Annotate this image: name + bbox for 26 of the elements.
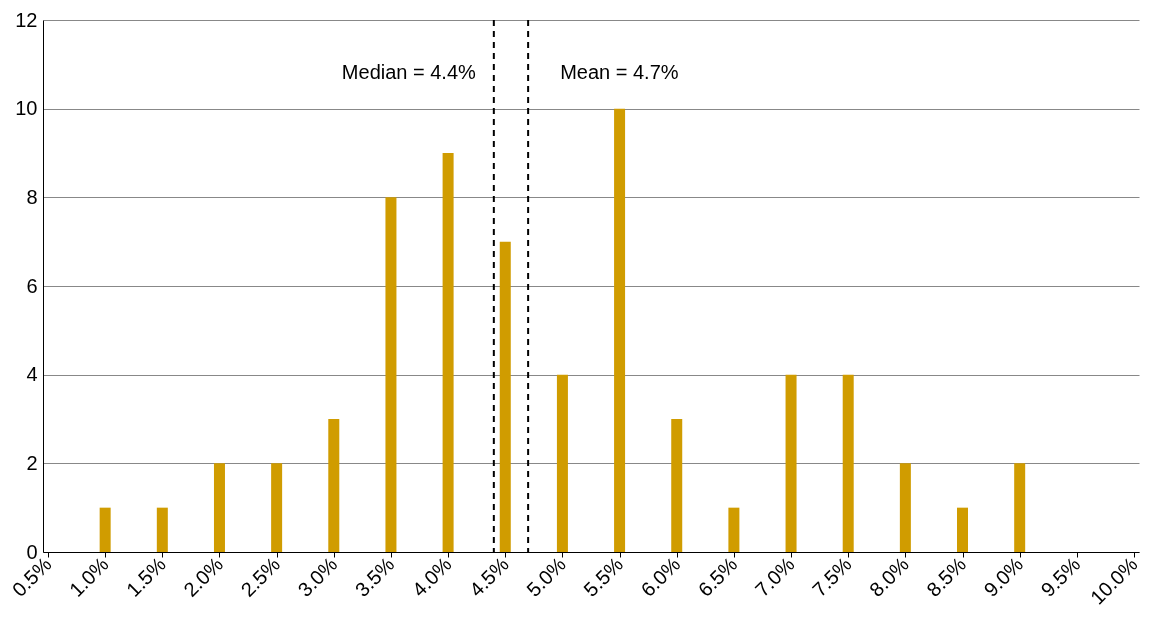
ref-line-label: Mean = 4.7% bbox=[560, 61, 679, 84]
y-tick-label: 0 bbox=[26, 540, 38, 563]
ref-line-label: Median = 4.4% bbox=[341, 61, 477, 84]
y-tick-label: 2 bbox=[26, 451, 38, 474]
bar bbox=[156, 507, 168, 552]
bar bbox=[99, 507, 111, 552]
bar bbox=[213, 463, 225, 552]
bar bbox=[957, 507, 969, 552]
bar bbox=[614, 108, 626, 552]
bar bbox=[442, 153, 454, 552]
bar bbox=[728, 507, 740, 552]
bar bbox=[671, 419, 683, 552]
y-tick-label: 10 bbox=[15, 97, 38, 120]
bar bbox=[328, 419, 340, 552]
y-tick-label: 4 bbox=[26, 363, 38, 386]
y-tick-label: 8 bbox=[26, 185, 38, 208]
y-tick-label: 6 bbox=[26, 274, 38, 297]
bar bbox=[556, 374, 568, 552]
bar bbox=[899, 463, 911, 552]
bar bbox=[785, 374, 797, 552]
bar bbox=[842, 374, 854, 552]
bar bbox=[385, 197, 397, 552]
bar bbox=[1014, 463, 1026, 552]
y-tick-label: 12 bbox=[15, 8, 38, 31]
bar bbox=[499, 241, 511, 552]
bar bbox=[271, 463, 283, 552]
